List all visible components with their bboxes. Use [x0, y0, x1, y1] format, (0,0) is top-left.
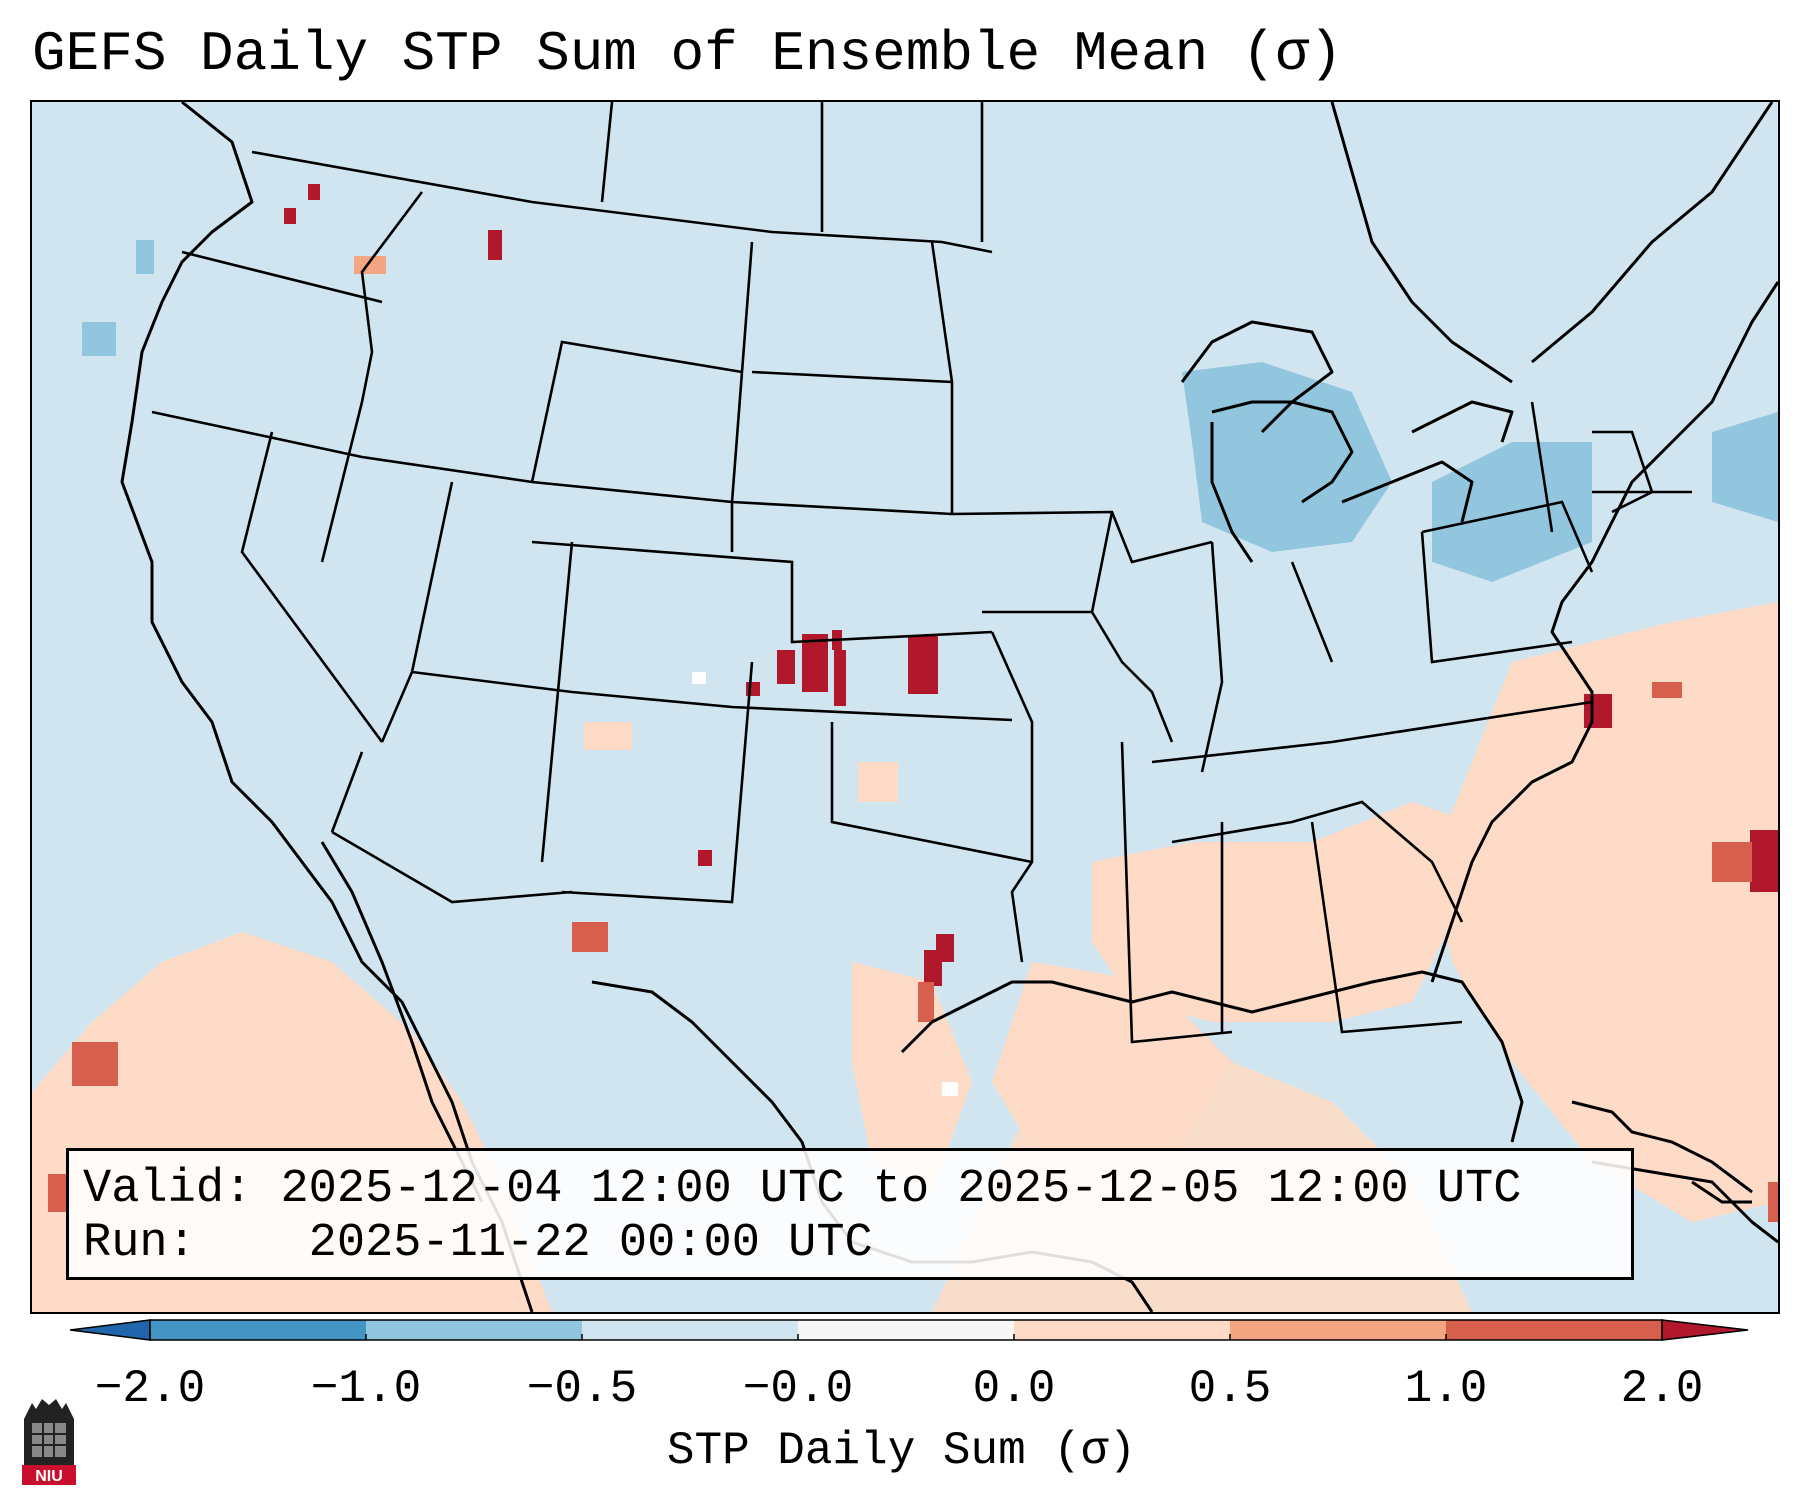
colorbar-segment	[1230, 1320, 1446, 1340]
colorbar-segment	[1446, 1320, 1662, 1340]
colorbar-extend-high	[1661, 1319, 1749, 1341]
colorbar-extend-low	[70, 1319, 151, 1341]
colorbar-tick-label: −0.5	[526, 1363, 638, 1415]
colorbar-segment	[582, 1320, 798, 1340]
colorbar-outline	[149, 1319, 1663, 1341]
anomaly-field	[32, 184, 1778, 1312]
colorbar-tick-label: 2.0	[1620, 1363, 1704, 1415]
niu-logo: NIU	[22, 1399, 76, 1485]
colorbar-segment	[366, 1320, 582, 1340]
colorbar-tick-label: 0.0	[972, 1363, 1056, 1415]
run-label: Run:	[83, 1217, 196, 1270]
colorbar-tick-label: 1.0	[1404, 1363, 1488, 1415]
map-title: GEFS Daily STP Sum of Ensemble Mean (σ)	[32, 22, 1343, 86]
colorbar-segment	[798, 1320, 1014, 1340]
map-panel[interactable]	[30, 100, 1780, 1314]
colorbar-tick-label: 0.5	[1188, 1363, 1272, 1415]
colorbar-segment	[150, 1320, 366, 1340]
state-borders	[151, 102, 1692, 1044]
colorbar	[70, 1319, 1749, 1341]
colorbar-label: STP Daily Sum (σ)	[666, 1425, 1137, 1477]
island-coastlines	[1571, 1100, 1753, 1204]
colorbar-tick-label: −0.0	[742, 1363, 854, 1415]
logo-text: NIU	[35, 1468, 63, 1485]
run-value: 2025-11-22 00:00 UTC	[308, 1217, 873, 1270]
colorbar-tick-label: −2.0	[94, 1363, 206, 1415]
colorbar-segment	[1014, 1320, 1230, 1340]
valid-label: Valid:	[83, 1163, 253, 1216]
colorbar-segments	[70, 1319, 1749, 1341]
stp-map	[32, 102, 1778, 1312]
valid-value: 2025-12-04 12:00 UTC to 2025-12-05 12:00…	[280, 1163, 1522, 1216]
validity-info-box: Valid: 2025-12-04 12:00 UTC to 2025-12-0…	[66, 1148, 1634, 1280]
colorbar-tick-label: −1.0	[310, 1363, 422, 1415]
